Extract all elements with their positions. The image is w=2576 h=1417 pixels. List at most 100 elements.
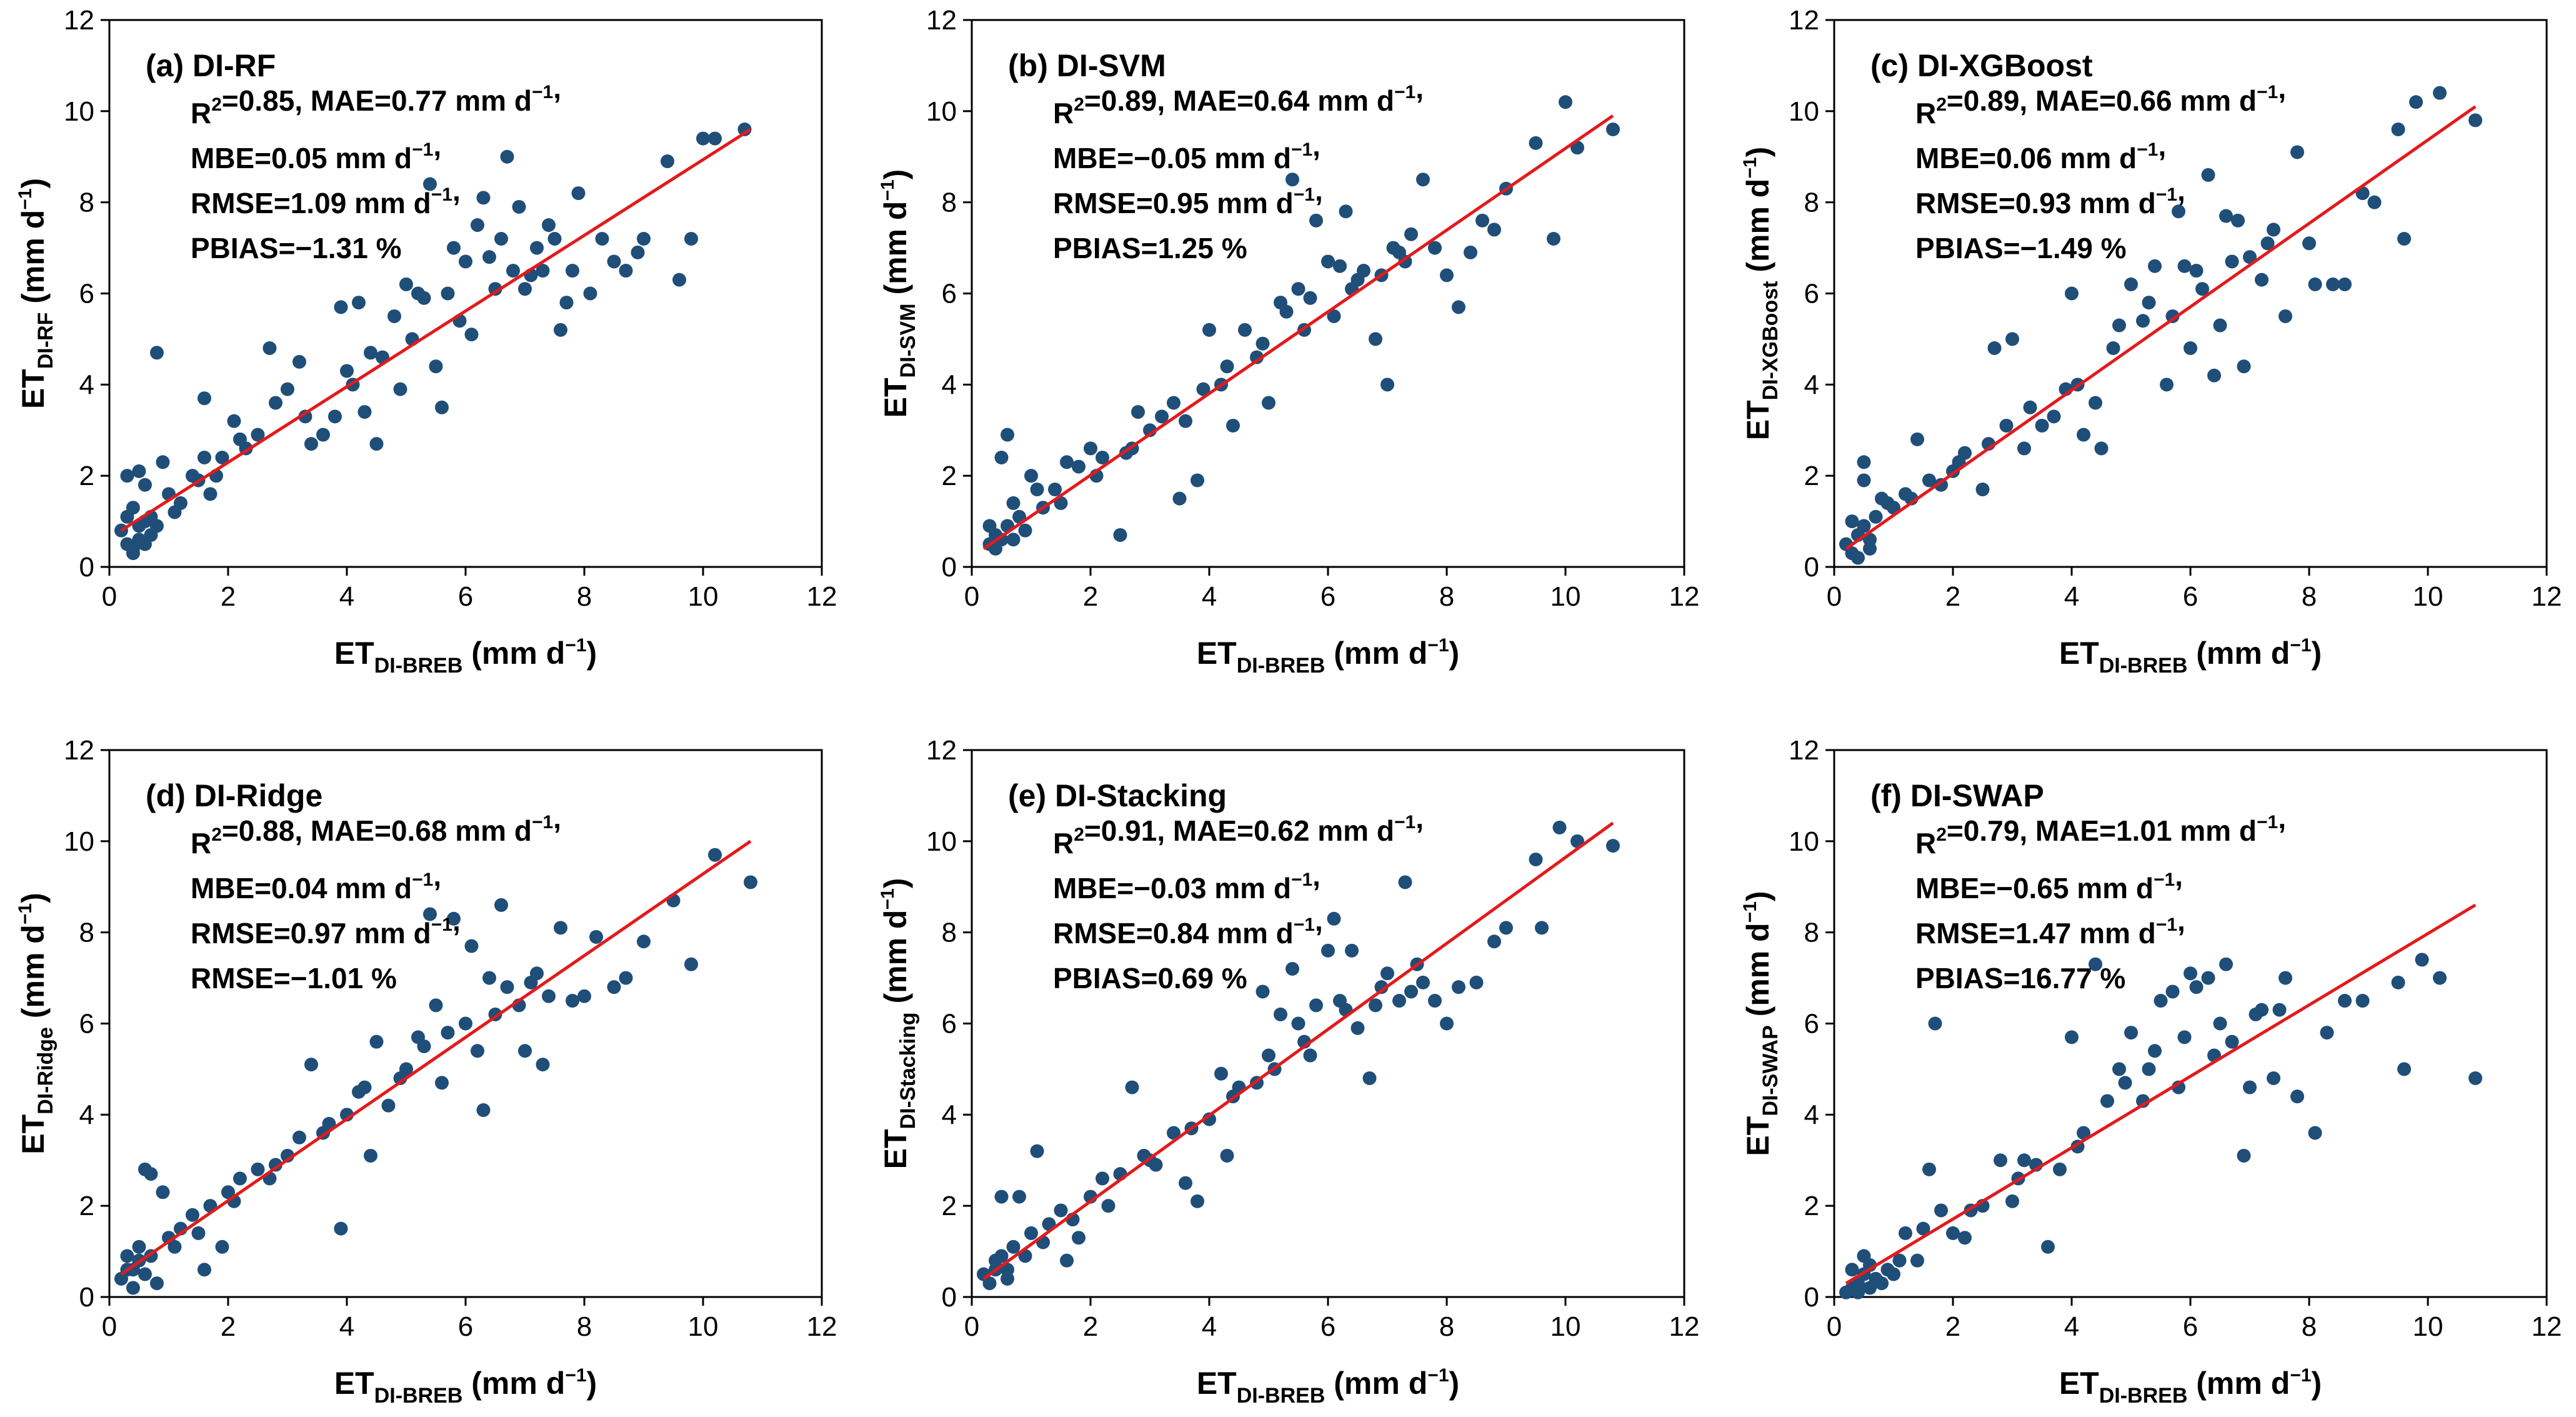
x-tick-label: 4 bbox=[339, 1311, 354, 1342]
data-point bbox=[542, 989, 556, 1003]
data-point bbox=[138, 478, 152, 492]
data-point bbox=[1286, 173, 1299, 187]
x-tick-label: 8 bbox=[1439, 1311, 1454, 1342]
data-point bbox=[328, 409, 342, 424]
y-tick-label: 6 bbox=[1804, 279, 1819, 309]
y-tick-label: 4 bbox=[1804, 369, 1819, 400]
data-point bbox=[631, 245, 645, 259]
data-point bbox=[1072, 459, 1086, 474]
data-point bbox=[494, 898, 508, 912]
data-point bbox=[2165, 984, 2180, 999]
data-point bbox=[1875, 1276, 1889, 1291]
data-point bbox=[2148, 259, 2162, 273]
data-point bbox=[2260, 236, 2275, 251]
data-point bbox=[2367, 195, 2382, 209]
data-point bbox=[464, 939, 479, 953]
panel-title: (b) DI-SVM bbox=[1008, 48, 1166, 83]
data-point bbox=[1345, 943, 1359, 958]
data-point bbox=[2077, 1126, 2090, 1140]
data-point bbox=[1167, 1126, 1181, 1140]
stat-line: RMSE=1.47 mm d−1, bbox=[1915, 904, 2185, 949]
data-point bbox=[1857, 455, 1871, 469]
data-point bbox=[435, 1076, 449, 1090]
data-point bbox=[2267, 223, 2280, 237]
y-tick-label: 10 bbox=[1789, 96, 1819, 127]
data-point bbox=[1291, 282, 1305, 296]
data-point bbox=[2272, 1003, 2287, 1017]
data-point bbox=[1220, 359, 1234, 374]
x-tick-label: 12 bbox=[807, 1311, 837, 1342]
data-point bbox=[2243, 1080, 2257, 1094]
data-point bbox=[1392, 994, 1406, 1008]
data-point bbox=[316, 428, 330, 442]
y-tick-label: 8 bbox=[942, 188, 957, 218]
data-point bbox=[120, 469, 134, 483]
fit-line bbox=[1845, 105, 2477, 550]
y-tick-label: 6 bbox=[79, 279, 94, 309]
x-tick-label: 8 bbox=[577, 581, 592, 612]
data-point bbox=[441, 1026, 455, 1040]
y-tick-label: 6 bbox=[942, 279, 957, 309]
data-point bbox=[500, 149, 514, 164]
data-point bbox=[661, 154, 674, 169]
data-point bbox=[542, 218, 556, 233]
data-point bbox=[1291, 1016, 1305, 1031]
data-point bbox=[2409, 95, 2423, 109]
data-point bbox=[1362, 1071, 1377, 1085]
stat-line: MBE=0.04 mm d−1, bbox=[191, 859, 441, 904]
data-point bbox=[292, 354, 306, 369]
data-point bbox=[2017, 1153, 2031, 1168]
data-point bbox=[429, 998, 443, 1013]
data-point bbox=[566, 994, 579, 1008]
x-tick-label: 2 bbox=[1945, 1311, 1960, 1342]
data-point bbox=[156, 1185, 170, 1199]
x-tick-label: 12 bbox=[2532, 581, 2562, 612]
x-axis-label: ETDI-BREB (mm d−1) bbox=[1197, 635, 1459, 678]
x-tick-label: 10 bbox=[2413, 1311, 2444, 1342]
y-tick-label: 12 bbox=[1789, 735, 1819, 766]
stat-line: PBIAS=1.25 % bbox=[1053, 232, 1247, 264]
x-tick-label: 10 bbox=[1550, 581, 1581, 612]
data-point bbox=[2189, 980, 2204, 994]
data-point bbox=[2005, 332, 2019, 346]
data-point bbox=[1892, 1253, 1907, 1268]
y-tick-label: 4 bbox=[942, 369, 957, 400]
data-point bbox=[1024, 469, 1038, 483]
data-point bbox=[203, 487, 217, 501]
data-point bbox=[2195, 282, 2209, 296]
y-tick-label: 0 bbox=[79, 1282, 94, 1313]
data-point bbox=[1327, 911, 1341, 926]
data-point bbox=[334, 1221, 348, 1236]
stat-line: PBIAS=−1.31 % bbox=[191, 232, 402, 264]
data-point bbox=[1238, 323, 1252, 337]
y-tick-label: 4 bbox=[1804, 1099, 1819, 1130]
data-point bbox=[2047, 409, 2061, 424]
data-point bbox=[1910, 1253, 1924, 1268]
data-point bbox=[2154, 994, 2168, 1008]
data-point bbox=[2065, 1030, 2079, 1044]
stat-line: MBE=−0.03 mm d−1, bbox=[1053, 859, 1320, 904]
data-point bbox=[352, 296, 366, 310]
data-point bbox=[619, 264, 633, 278]
data-point bbox=[1487, 223, 1501, 237]
data-point bbox=[1499, 921, 1513, 935]
data-point bbox=[2302, 236, 2316, 251]
data-point bbox=[2124, 277, 2138, 291]
data-point bbox=[1428, 241, 1442, 255]
data-point bbox=[1226, 418, 1240, 433]
data-point bbox=[1857, 473, 1871, 488]
data-point bbox=[1131, 405, 1145, 419]
data-point bbox=[482, 971, 496, 985]
stat-line: RMSE=0.84 mm d−1, bbox=[1053, 904, 1323, 949]
y-tick-label: 12 bbox=[926, 735, 957, 766]
data-point bbox=[1440, 268, 1454, 283]
data-point bbox=[494, 232, 508, 246]
stat-line: R2=0.79, MAE=1.01 mm d−1, bbox=[1915, 802, 2286, 859]
data-point bbox=[1006, 533, 1021, 547]
data-point bbox=[476, 191, 491, 205]
data-point bbox=[1880, 496, 1895, 510]
panel-title: (f) DI-SWAP bbox=[1870, 778, 2044, 813]
data-point bbox=[1475, 213, 1489, 228]
data-point bbox=[262, 341, 277, 355]
